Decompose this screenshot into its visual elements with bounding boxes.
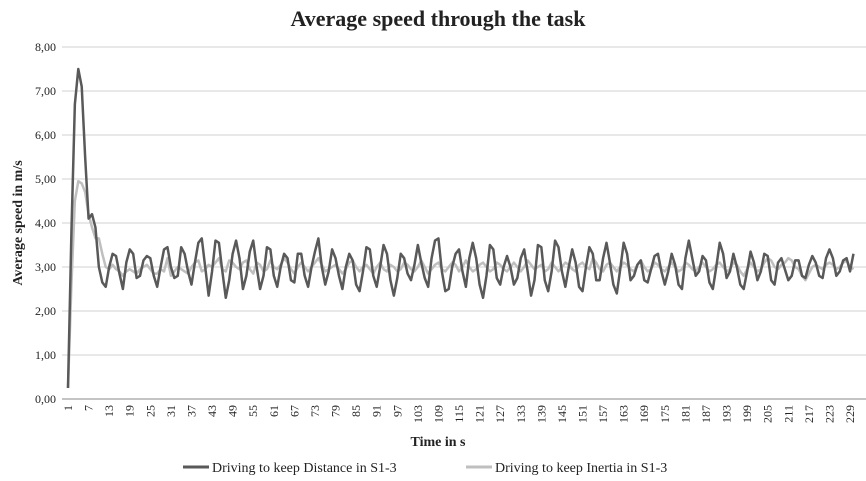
y-tick-label: 4,00 [35,216,56,230]
x-tick-label: 49 [226,405,240,417]
y-tick-label: 2,00 [35,304,56,318]
y-tick-label: 1,00 [35,348,56,362]
x-axis-title: Time in s [411,435,467,450]
y-tick-label: 8,00 [35,40,56,54]
x-tick-label: 217 [802,405,816,423]
x-tick-label: 139 [534,405,548,423]
x-tick-label: 205 [761,405,775,423]
series-line [66,179,855,389]
y-tick-label: 0,00 [35,392,56,406]
x-tick-label: 13 [102,405,116,417]
x-tick-label: 121 [473,405,487,423]
y-tick-label: 6,00 [35,128,56,142]
x-tick-label: 97 [390,405,404,417]
x-tick-label: 229 [843,405,857,423]
x-tick-label: 145 [555,405,569,423]
legend-label: Driving to keep Distance in S1-3 [212,461,397,476]
series-line [66,67,855,389]
x-tick-label: 79 [329,405,343,417]
x-tick-label: 151 [576,405,590,423]
x-tick-label: 127 [493,405,507,423]
x-tick-label: 109 [431,405,445,423]
x-tick-label: 7 [82,405,96,411]
x-tick-label: 199 [740,405,754,423]
x-tick-label: 223 [822,405,836,423]
x-tick-label: 19 [123,405,137,417]
legend-label: Driving to keep Inertia in S1-3 [495,461,667,476]
x-tick-label: 37 [184,405,198,417]
x-tick-label: 103 [411,405,425,423]
x-tick-label: 133 [514,405,528,423]
x-tick-label: 193 [720,405,734,423]
x-tick-label: 163 [617,405,631,423]
x-tick-label: 67 [287,405,301,417]
x-tick-label: 55 [246,405,260,417]
x-tick-label: 181 [678,405,692,423]
x-tick-label: 91 [370,405,384,417]
chart-title: Average speed through the task [291,6,587,31]
x-tick-label: 115 [452,405,466,423]
x-tick-label: 85 [349,405,363,417]
x-tick-label: 187 [699,405,713,423]
x-tick-label: 31 [164,405,178,417]
x-tick-label: 211 [781,405,795,423]
y-tick-label: 5,00 [35,172,56,186]
x-tick-label: 61 [267,405,281,417]
x-tick-label: 43 [205,405,219,417]
y-tick-label: 7,00 [35,84,56,98]
x-tick-label: 25 [143,405,157,417]
y-tick-label: 3,00 [35,260,56,274]
x-tick-label: 169 [637,405,651,423]
y-axis-title: Average speed in m/s [11,160,26,286]
x-tick-label: 1 [61,405,75,411]
x-tick-label: 73 [308,405,322,417]
x-tick-label: 175 [658,405,672,423]
x-tick-label: 157 [596,405,610,423]
